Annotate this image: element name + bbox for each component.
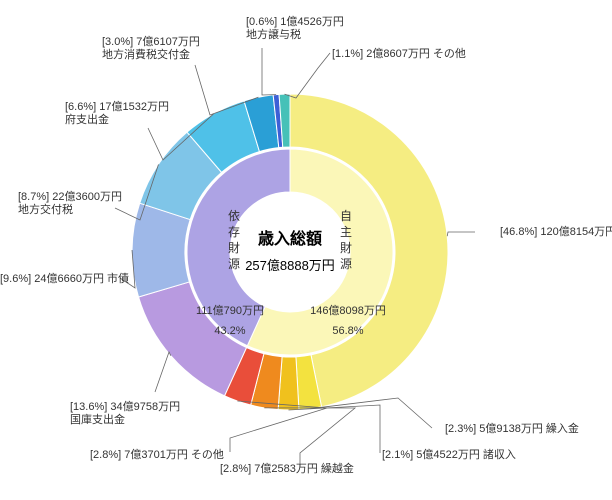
label-jouyo: [0.6%] 1億4526万円 [246, 15, 344, 28]
label-shoshunyu: [2.1%] 5億4522万円 諸収入 [382, 447, 516, 461]
label-kokko: [13.6%] 34億9758万円 [70, 400, 180, 413]
leader-kokko [155, 352, 171, 392]
inner-amount-izon: 111億790万円 [196, 304, 264, 317]
label2-fushishutsu: 府支出金 [65, 112, 109, 126]
label2-shouhi: 地方消費税交付金 [102, 47, 190, 61]
label-sonota_izon: [1.1%] 2億8607万円 その他 [332, 47, 466, 60]
revenue-donut-chart: 歳入総額257億8888万円自主財源146億8098万円56.8%依存財源111… [0, 0, 612, 500]
label-shisai: [9.6%] 24億6660万円 市債 [0, 271, 129, 285]
label2-jouyo: 地方譲与税 [246, 27, 301, 41]
label2-kokko: 国庫支出金 [70, 412, 125, 426]
label-kurikin: [2.3%] 5億9138万円 繰入金 [445, 421, 579, 435]
inner-label-izon: 源 [228, 257, 240, 271]
inner-amount-jishu: 146億8098万円 [310, 304, 386, 317]
inner-label-jishu: 財 [340, 240, 352, 255]
center-title: 歳入総額 [258, 229, 322, 248]
label-sonota_jishu: [2.8%] 7億3701万円 その他 [90, 448, 224, 461]
inner-label-jishu: 自 [340, 209, 352, 223]
inner-pct-jishu: 56.8% [332, 325, 363, 337]
inner-label-jishu: 主 [340, 225, 352, 239]
center-bg [231, 193, 349, 311]
leader-shizei [447, 232, 475, 236]
label-shouhi: [3.0%] 7億6107万円 [102, 35, 200, 48]
leader-jouyo [262, 48, 276, 95]
inner-label-izon: 財 [228, 240, 240, 255]
label2-koufuzei: 地方交付税 [18, 202, 73, 216]
label-kurikoshi: [2.8%] 7億2583万円 繰越金 [220, 461, 354, 475]
label-koufuzei: [8.7%] 22億3600万円 [18, 190, 122, 203]
inner-label-izon: 依 [228, 208, 240, 223]
label-fushishutsu: [6.6%] 17億1532万円 [65, 100, 169, 113]
leader-shoshunyu [289, 405, 380, 453]
label-shizei: [46.8%] 120億8154万円 市税 [500, 224, 612, 238]
inner-label-jishu: 源 [340, 257, 352, 271]
center-subtitle: 257億8888万円 [245, 258, 335, 273]
leader-sonota_izon [285, 53, 330, 98]
inner-pct-izon: 43.2% [214, 325, 245, 337]
inner-label-izon: 存 [228, 225, 240, 239]
leader-kurikoshi [264, 408, 355, 467]
